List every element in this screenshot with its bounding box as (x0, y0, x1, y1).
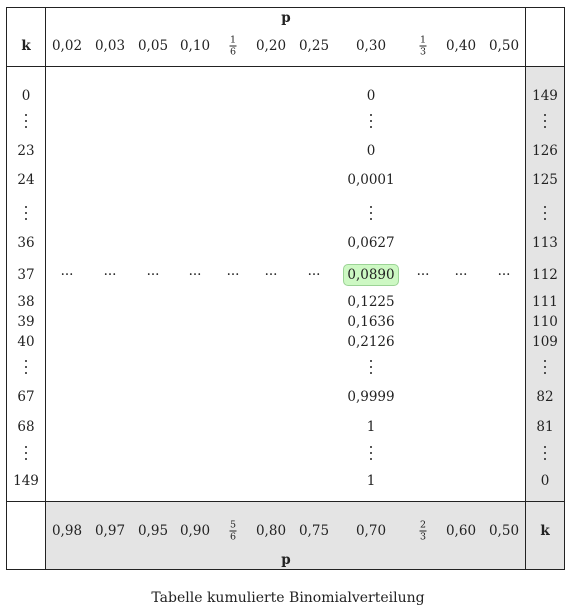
binomial-table: p k 0,02 0,03 0,05 0,10 1 6 0,20 0,25 0,30 1 3 0,40 0,… (6, 7, 565, 570)
k-vdots (24, 206, 28, 220)
k-complement-value: 82 (536, 389, 554, 405)
horizontal-dots: ··· (226, 267, 240, 283)
right-k-column-shading (526, 66, 564, 501)
k-value: 149 (13, 473, 39, 489)
top-p-value: 0,50 (488, 38, 520, 54)
k-complement-vdots (543, 360, 547, 374)
horizontal-dots: ··· (60, 267, 74, 283)
k-complement-value: 149 (532, 88, 558, 104)
horizontal-dots: ··· (497, 267, 511, 283)
highlighted-cell (343, 264, 399, 286)
k-complement-value: 112 (532, 267, 558, 283)
right-column-divider (525, 8, 526, 569)
probability-value: 0,2126 (347, 334, 395, 350)
bottom-p-value: 0,60 (445, 523, 477, 539)
bottom-p-value: 0,75 (298, 523, 330, 539)
k-value: 36 (17, 235, 35, 251)
bottom-p-value: 0,98 (51, 523, 83, 539)
k-value: 39 (17, 314, 35, 330)
k-complement-vdots (543, 206, 547, 220)
probability-value: 0 (366, 88, 376, 104)
p-footer-label: p (281, 552, 291, 568)
k-value: 40 (17, 334, 35, 350)
k-value: 23 (17, 143, 35, 159)
bottom-p-value: 0,95 (137, 523, 169, 539)
value-vdots (369, 446, 373, 460)
k-value: 67 (17, 389, 35, 405)
k-column-divider (45, 8, 46, 569)
k-complement-value: 81 (536, 419, 554, 435)
k-header-label: k (21, 38, 31, 54)
top-p-value: 0,02 (51, 38, 83, 54)
k-complement-value: 126 (532, 143, 558, 159)
top-p-value: 0,03 (94, 38, 126, 54)
probability-value: 0,1636 (347, 314, 395, 330)
top-p-value: 0,40 (445, 38, 477, 54)
top-p-value: 0,10 (179, 38, 211, 54)
probability-value: 1 (366, 473, 376, 489)
bottom-p-value: 0,80 (255, 523, 287, 539)
k-value: 68 (17, 419, 35, 435)
top-p-value: 0,25 (298, 38, 330, 54)
k-footer-label: k (540, 523, 550, 539)
value-vdots (369, 206, 373, 220)
p-header-label: p (281, 10, 291, 26)
header-divider (7, 66, 564, 67)
k-vdots (24, 446, 28, 460)
horizontal-dots: ··· (454, 267, 468, 283)
probability-value: 0,0627 (347, 235, 395, 251)
probability-value: 0 (366, 143, 376, 159)
table-caption: Tabelle kumulierte Binomialverteilung (151, 590, 425, 606)
bottom-p-row-shading (46, 501, 564, 569)
value-vdots (369, 360, 373, 374)
k-complement-value: 0 (540, 473, 550, 489)
highlighted-probability: 0,0890 (347, 267, 395, 283)
probability-value: 1 (366, 419, 376, 435)
top-p-value: 0,30 (355, 38, 387, 54)
horizontal-dots: ··· (264, 267, 278, 283)
horizontal-dots: ··· (103, 267, 117, 283)
top-p-value: 0,05 (137, 38, 169, 54)
bottom-p-value: 0,70 (355, 523, 387, 539)
k-value: 24 (17, 172, 35, 188)
k-complement-value: 111 (532, 294, 558, 310)
k-complement-value: 110 (532, 314, 558, 330)
k-vdots (24, 114, 28, 128)
horizontal-dots: ··· (146, 267, 160, 283)
probability-value: 0,1225 (347, 294, 395, 310)
k-value: 38 (17, 294, 35, 310)
top-p-value: 0,20 (255, 38, 287, 54)
probability-value: 0,9999 (347, 389, 395, 405)
footer-divider (7, 501, 564, 502)
k-complement-vdots (543, 446, 547, 460)
k-value: 0 (21, 88, 31, 104)
value-vdots (369, 114, 373, 128)
probability-value: 0,0001 (347, 172, 395, 188)
k-value: 37 (17, 267, 35, 283)
bottom-p-value: 0,90 (179, 523, 211, 539)
bottom-p-value: 0,50 (488, 523, 520, 539)
k-complement-value: 113 (532, 235, 558, 251)
k-complement-value: 125 (532, 172, 558, 188)
k-vdots (24, 360, 28, 374)
bottom-p-value: 0,97 (94, 523, 126, 539)
horizontal-dots: ··· (416, 267, 430, 283)
k-complement-value: 109 (532, 334, 558, 350)
horizontal-dots: ··· (307, 267, 321, 283)
k-complement-vdots (543, 114, 547, 128)
horizontal-dots: ··· (188, 267, 202, 283)
